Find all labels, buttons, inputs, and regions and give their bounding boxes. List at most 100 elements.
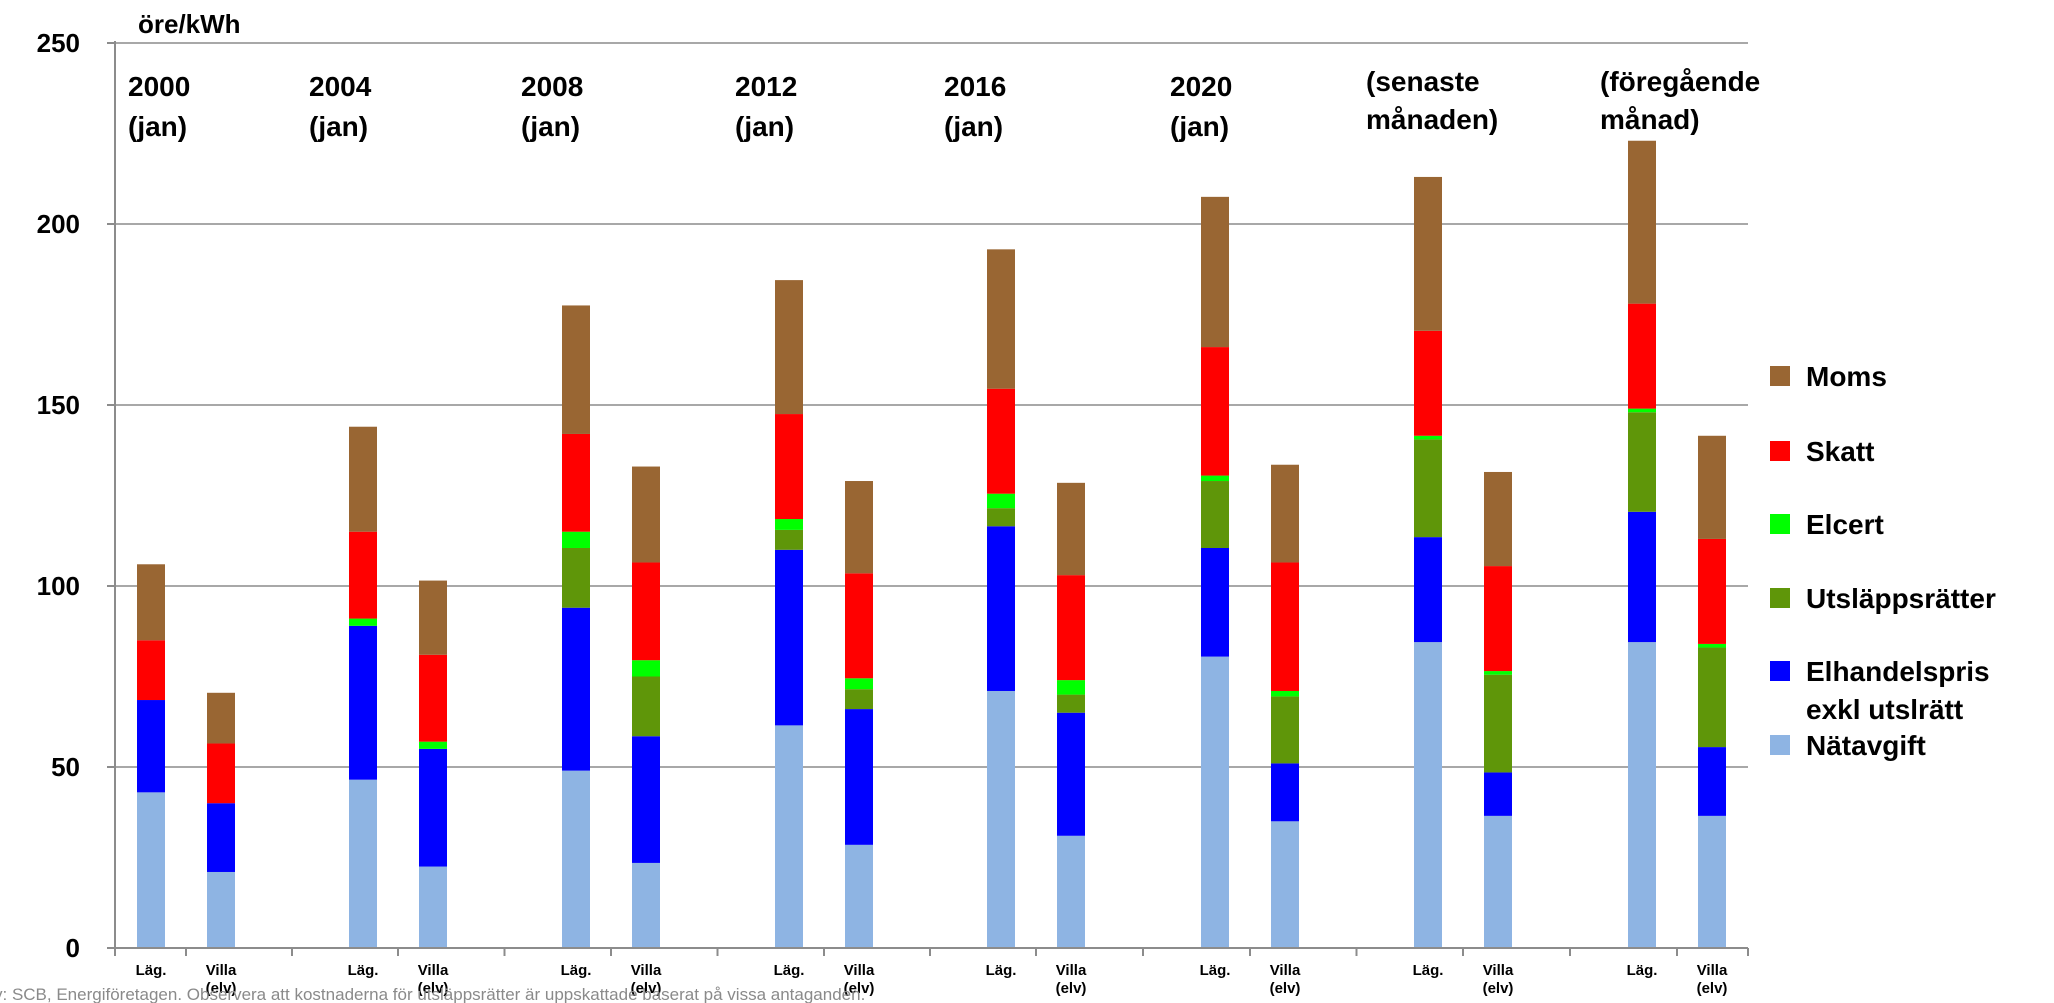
bar-segment xyxy=(349,779,377,948)
legend-item: Moms xyxy=(1770,361,1887,392)
legend-label: Moms xyxy=(1806,361,1887,392)
bar-stack xyxy=(1484,471,1512,948)
bar-stack xyxy=(1628,140,1656,948)
bar-segment xyxy=(632,676,660,737)
bar-segment xyxy=(349,426,377,532)
bar-segment xyxy=(775,529,803,550)
bar-segment xyxy=(1484,671,1512,675)
bar-segment xyxy=(207,692,235,744)
bar-segment xyxy=(137,700,165,793)
group-labels: 2000 (jan) 2004 (jan) 2008 (jan) 2012 (jan) 2016… xyxy=(128,66,1760,142)
bar-segment xyxy=(419,866,447,948)
bar-segment xyxy=(137,564,165,641)
bar-segment xyxy=(1698,815,1726,948)
legend-label: Elhandelspris exkl utslrätt xyxy=(1806,656,1990,725)
x-tick-label: Läg. xyxy=(561,962,592,979)
bar-segment xyxy=(419,748,447,867)
bar-segment xyxy=(1414,537,1442,643)
bar-segment xyxy=(207,803,235,872)
x-tick-label: Läg. xyxy=(1200,962,1231,979)
x-tick-label: Villa (elv) xyxy=(1056,962,1087,997)
bar-segment xyxy=(845,481,873,574)
bar-segment xyxy=(1414,439,1442,538)
bar-segment xyxy=(1628,412,1656,512)
group-label: (senaste månaden) xyxy=(1366,66,1498,135)
legend-swatch xyxy=(1770,661,1790,681)
y-tick-label: 100 xyxy=(37,571,80,601)
bar-stack xyxy=(1698,435,1726,948)
bar-segment xyxy=(1698,647,1726,748)
bar-segment xyxy=(1271,562,1299,691)
bar-segment xyxy=(1201,347,1229,476)
bar-segment xyxy=(419,741,447,749)
bar-segment xyxy=(632,466,660,563)
bar-segment xyxy=(1271,821,1299,948)
bar-stack xyxy=(775,280,803,948)
bar-segment xyxy=(349,531,377,619)
x-tick-label: Villa (elv) xyxy=(206,962,237,997)
bar-segment xyxy=(1201,656,1229,948)
bar-segment xyxy=(1057,482,1085,576)
bar-segment xyxy=(1628,303,1656,409)
bar-segment xyxy=(1057,712,1085,836)
bar-segment xyxy=(845,678,873,690)
bar-stack xyxy=(1057,482,1085,948)
legend-item: Elhandelspris exkl utslrätt xyxy=(1770,656,1990,725)
bar-stack xyxy=(845,481,873,948)
bar-segment xyxy=(1271,763,1299,822)
bar-segment xyxy=(1698,538,1726,644)
bar-segment xyxy=(775,280,803,415)
bar-segment xyxy=(1201,481,1229,548)
bar-segment xyxy=(1057,680,1085,695)
x-tick-label: Läg. xyxy=(774,962,805,979)
bar-stack xyxy=(207,692,235,948)
bar-segment xyxy=(1484,566,1512,672)
bar-segment xyxy=(1414,330,1442,436)
bar-segment xyxy=(1698,643,1726,648)
legend-swatch xyxy=(1770,366,1790,386)
legend-item: Utsläppsrätter xyxy=(1770,583,1996,614)
x-tick-label: Villa (elv) xyxy=(418,962,449,997)
bar-segment xyxy=(1414,435,1442,440)
legend-label: Nätavgift xyxy=(1806,730,1926,761)
x-tick-label: Läg. xyxy=(986,962,1017,979)
bar-segment xyxy=(987,493,1015,509)
bar-segment xyxy=(1414,176,1442,331)
bar-segment xyxy=(419,580,447,655)
bar-segment xyxy=(632,660,660,677)
group-label: 2004 (jan) xyxy=(309,71,372,142)
bar-segment xyxy=(1271,690,1299,697)
bar-stack xyxy=(137,564,165,948)
bar-segment xyxy=(845,689,873,710)
bar-segment xyxy=(1698,435,1726,539)
bar-segment xyxy=(562,547,590,608)
group-label: 2016 (jan) xyxy=(944,71,1006,142)
x-tick-label: Villa (elv) xyxy=(1697,962,1728,997)
bar-segment xyxy=(1271,696,1299,764)
bar-segment xyxy=(207,871,235,948)
x-tick-label: Villa (elv) xyxy=(844,962,875,997)
legend-item: Skatt xyxy=(1770,436,1874,467)
x-tick-label: Villa (elv) xyxy=(1270,962,1301,997)
bar-segment xyxy=(987,526,1015,691)
bar-segment xyxy=(775,414,803,520)
bar-segment xyxy=(562,607,590,771)
bar-segment xyxy=(562,305,590,434)
bar-stack xyxy=(419,580,447,948)
bar-segment xyxy=(1057,694,1085,713)
axes xyxy=(107,41,1749,956)
group-label: 2020 (jan) xyxy=(1170,71,1232,142)
bar-stack xyxy=(349,426,377,948)
source-footnote: y: SCB, Energiföretagen. Observera att k… xyxy=(0,985,865,1003)
bar-segment xyxy=(419,654,447,742)
legend-label: Utsläppsrätter xyxy=(1806,583,1996,614)
bar-segment xyxy=(1628,511,1656,643)
bar-segment xyxy=(775,725,803,948)
bar-segment xyxy=(1201,547,1229,657)
gridlines xyxy=(115,42,1748,768)
bar-segment xyxy=(562,531,590,548)
bar-segment xyxy=(562,433,590,532)
x-tick-label: Läg. xyxy=(348,962,379,979)
group-label: 2012 (jan) xyxy=(735,71,797,142)
x-tick-label: Villa (elv) xyxy=(631,962,662,997)
